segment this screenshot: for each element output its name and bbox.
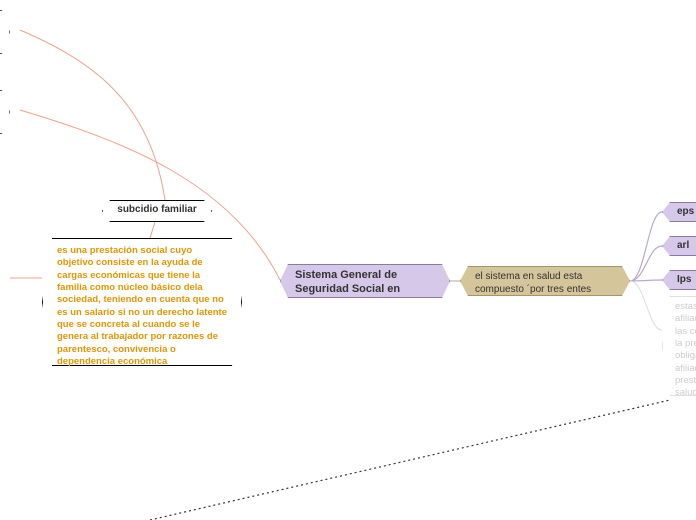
node-eps-label: eps [677,206,694,217]
node-ips-label: Ips [677,274,691,285]
edge-curve-top [20,30,165,200]
node-faded-label: estas so afiliacion las cotiz la presta … [675,301,696,398]
node-center-label: Sistema General de Seguridad Social en C… [295,269,400,309]
edge-tan-to-ips [630,280,662,281]
node-subcidio[interactable]: subcidio familiar [102,200,212,222]
dotted-divider [150,400,670,520]
edge-tan-to-faded [630,281,662,330]
node-tan[interactable]: el sistema en salud esta compuesto ´por … [460,266,630,296]
node-orange-desc-label: es una prestación social cuyo objetivo c… [57,245,227,367]
node-tan-label: el sistema en salud esta compuesto ´por … [475,271,591,295]
edge-sub-to-desc [150,222,155,238]
node-arl[interactable]: arl [662,236,696,256]
node-arl-label: arl [677,240,689,251]
node-faded[interactable]: estas so afiliacion las cotiz la presta … [662,296,696,396]
node-ips[interactable]: Ips [662,270,696,290]
node-center[interactable]: Sistema General de Seguridad Social en C… [280,264,450,298]
edge-tan-to-arl [630,246,662,281]
node-orange-desc[interactable]: es una prestación social cuyo objetivo c… [42,238,242,366]
node-subcidio-label: subcidio familiar [117,204,196,215]
node-left-partial-2[interactable] [0,90,10,134]
edge-tan-to-eps [630,212,662,281]
node-left-partial-1[interactable] [0,10,10,54]
node-eps[interactable]: eps [662,202,696,222]
